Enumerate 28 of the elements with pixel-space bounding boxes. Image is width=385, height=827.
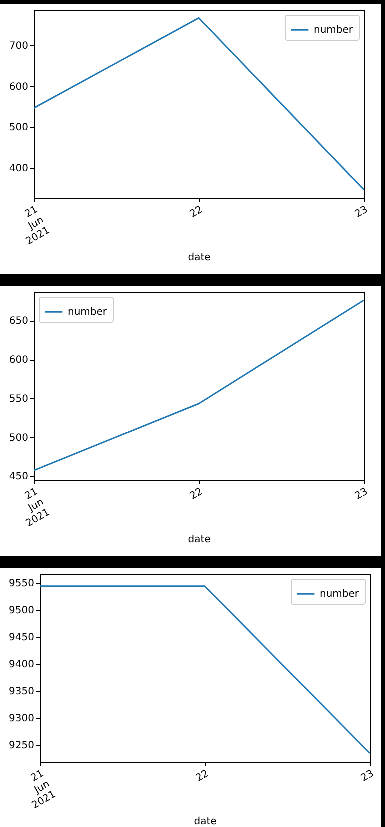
y-tick-label: 9500	[9, 606, 34, 617]
legend-label: number	[320, 589, 360, 600]
y-tick-label: 450	[9, 472, 28, 483]
legend-label: number	[68, 307, 108, 318]
x-tick-label: 22	[194, 768, 211, 784]
y-tick-label: 700	[9, 40, 28, 52]
y-tick-label: 9300	[9, 713, 34, 724]
y-tick-label: 600	[9, 355, 28, 366]
x-tick-label: 22	[188, 204, 205, 220]
x-tick-label: 22	[188, 486, 205, 502]
x-axis-title: date	[188, 534, 211, 546]
legend-label: number	[314, 25, 354, 36]
y-tick-label: 9350	[9, 686, 34, 698]
x-axis-title: date	[188, 252, 211, 264]
y-tick-label: 550	[9, 394, 28, 405]
y-tick-label: 9550	[9, 578, 34, 590]
y-tick-label: 9400	[9, 659, 34, 670]
y-tick-label: 9450	[9, 632, 34, 644]
x-tick-label: 23	[359, 768, 376, 784]
y-tick-label: 400	[9, 163, 28, 174]
x-tick-label: 23	[353, 486, 370, 502]
x-tick-label: 23	[353, 204, 370, 220]
y-tick-label: 600	[9, 82, 28, 93]
y-tick-label: 500	[9, 432, 28, 444]
x-axis-title: date	[194, 816, 217, 827]
y-tick-label: 500	[9, 122, 28, 134]
y-tick-label: 650	[9, 316, 28, 328]
y-tick-label: 9250	[9, 740, 34, 752]
